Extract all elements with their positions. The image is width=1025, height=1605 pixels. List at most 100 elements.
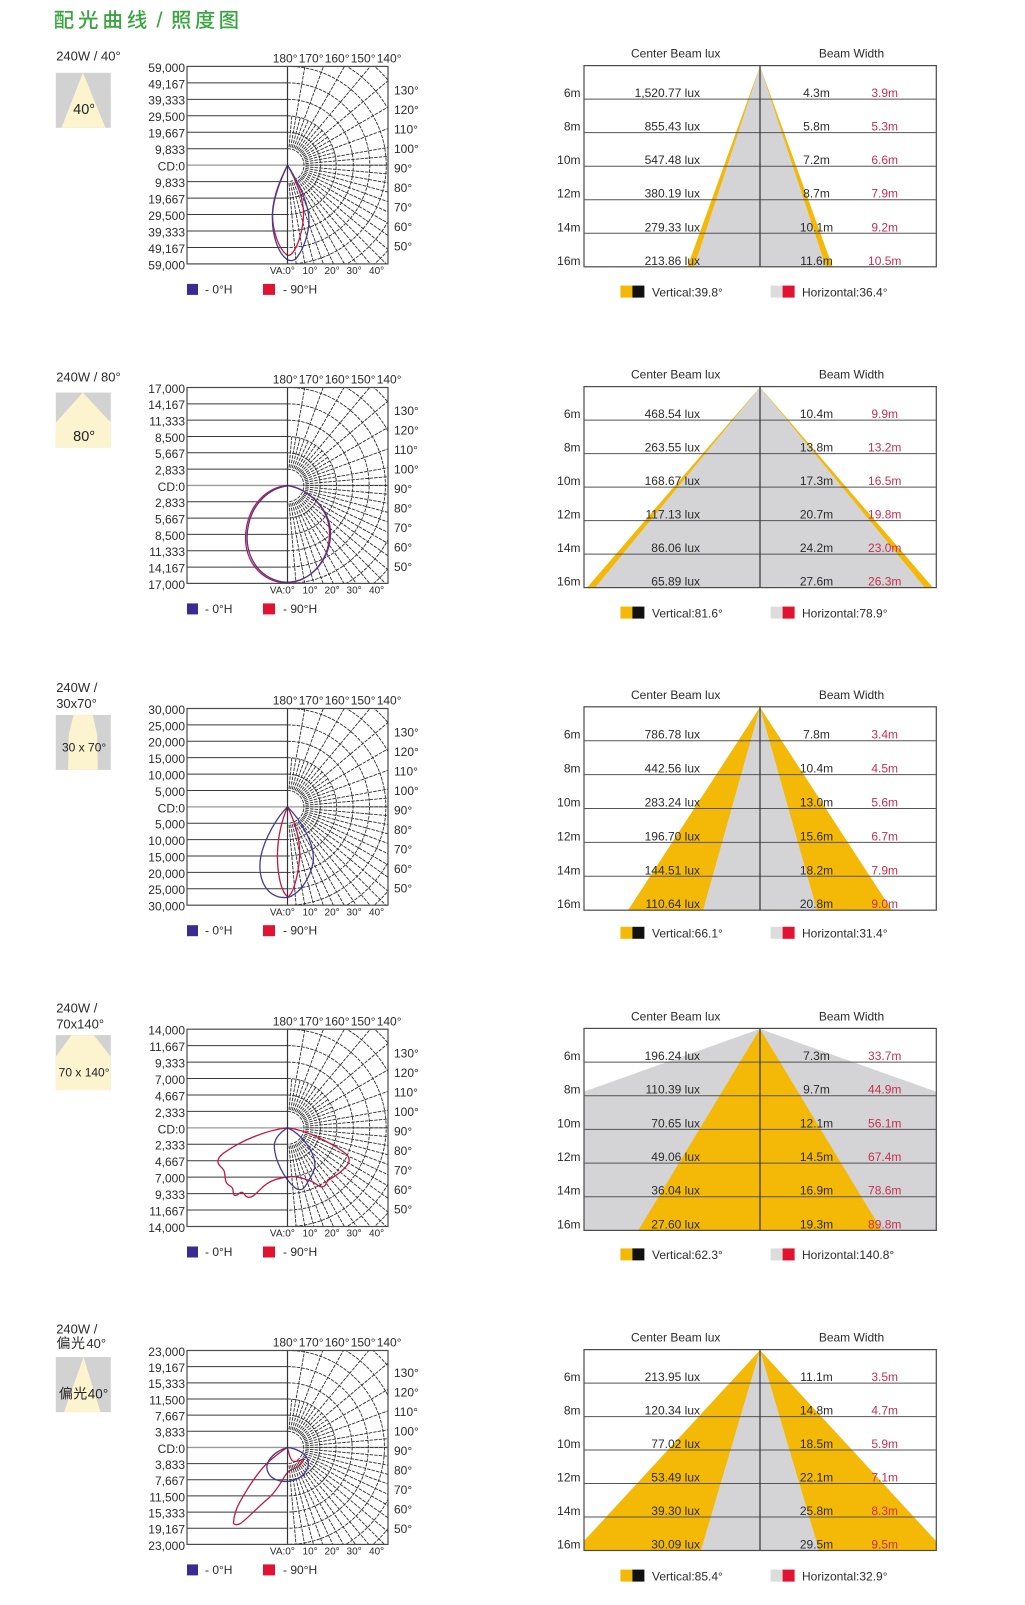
svg-text:30°: 30°	[347, 907, 362, 918]
svg-text:180°: 180°	[273, 694, 298, 708]
svg-text:240W /: 240W /	[56, 1322, 98, 1337]
svg-text:120°: 120°	[394, 745, 419, 759]
svg-text:- 90°H: - 90°H	[283, 282, 317, 296]
svg-text:180°: 180°	[273, 1336, 298, 1350]
svg-text:Horizontal:78.9°: Horizontal:78.9°	[802, 606, 888, 620]
svg-text:30,000: 30,000	[148, 703, 185, 717]
svg-text:16.5m: 16.5m	[868, 474, 901, 488]
svg-text:16m: 16m	[557, 897, 580, 911]
svg-text:VA:0°: VA:0°	[270, 266, 295, 277]
svg-text:Center Beam lux: Center Beam lux	[631, 47, 720, 61]
svg-text:6m: 6m	[564, 1049, 581, 1063]
svg-text:5.9m: 5.9m	[871, 1437, 898, 1451]
svg-text:VA:0°: VA:0°	[270, 907, 295, 918]
svg-text:240W /: 240W /	[56, 1001, 98, 1016]
svg-text:160°: 160°	[325, 694, 350, 708]
svg-text:20.7m: 20.7m	[800, 508, 833, 522]
svg-text:8m: 8m	[564, 762, 581, 776]
svg-text:Horizontal:31.4°: Horizontal:31.4°	[802, 927, 888, 941]
svg-text:2,333: 2,333	[155, 1139, 185, 1153]
svg-text:160°: 160°	[325, 1014, 350, 1028]
svg-text:25,000: 25,000	[148, 883, 185, 897]
svg-text:89.8m: 89.8m	[868, 1217, 901, 1231]
svg-text:3,833: 3,833	[155, 1458, 185, 1472]
svg-text:130°: 130°	[394, 725, 419, 739]
svg-text:50°: 50°	[394, 560, 412, 574]
svg-text:6m: 6m	[564, 728, 581, 742]
svg-text:2,833: 2,833	[155, 464, 185, 478]
svg-text:33.7m: 33.7m	[868, 1049, 901, 1063]
svg-text:380.19 lux: 380.19 lux	[645, 187, 700, 201]
svg-text:49.06 lux: 49.06 lux	[651, 1150, 700, 1164]
svg-text:70°: 70°	[394, 842, 412, 856]
svg-text:7,667: 7,667	[155, 1410, 185, 1424]
svg-text:Vertical:81.6°: Vertical:81.6°	[652, 606, 723, 620]
svg-text:14m: 14m	[557, 1504, 580, 1518]
svg-text:12m: 12m	[557, 508, 580, 522]
svg-text:10.4m: 10.4m	[800, 762, 833, 776]
svg-text:29,500: 29,500	[148, 110, 185, 124]
svg-text:283.24 lux: 283.24 lux	[645, 796, 700, 810]
svg-text:9.9m: 9.9m	[871, 407, 898, 421]
svg-text:7,000: 7,000	[155, 1073, 185, 1087]
svg-text:110°: 110°	[394, 123, 418, 137]
svg-text:20°: 20°	[325, 266, 340, 277]
svg-text:240W / 40°: 240W / 40°	[56, 49, 120, 64]
svg-text:196.70 lux: 196.70 lux	[645, 829, 700, 843]
svg-text:39.30 lux: 39.30 lux	[651, 1504, 700, 1518]
svg-text:150°: 150°	[351, 52, 376, 66]
svg-text:7.9m: 7.9m	[871, 863, 898, 877]
svg-text:77.02 lux: 77.02 lux	[651, 1437, 700, 1451]
svg-text:CD:0: CD:0	[158, 1442, 186, 1456]
svg-text:40°: 40°	[73, 102, 95, 118]
svg-text:80°: 80°	[73, 429, 95, 445]
svg-text:29,500: 29,500	[148, 209, 185, 223]
svg-text:56.1m: 56.1m	[868, 1116, 901, 1130]
svg-text:14.5m: 14.5m	[800, 1150, 833, 1164]
svg-text:2,333: 2,333	[155, 1106, 185, 1120]
svg-text:7,000: 7,000	[155, 1172, 185, 1186]
svg-text:40°: 40°	[369, 266, 384, 277]
svg-text:12m: 12m	[557, 1471, 580, 1485]
svg-text:- 0°H: - 0°H	[205, 1245, 232, 1259]
svg-text:Horizontal:36.4°: Horizontal:36.4°	[802, 285, 888, 299]
svg-text:10,000: 10,000	[148, 834, 185, 848]
svg-text:VA:0°: VA:0°	[270, 586, 295, 597]
svg-text:160°: 160°	[325, 52, 350, 66]
svg-text:70.65 lux: 70.65 lux	[651, 1116, 700, 1130]
svg-text:140°: 140°	[377, 1014, 402, 1028]
svg-text:Center Beam lux: Center Beam lux	[631, 688, 720, 702]
svg-text:4.3m: 4.3m	[803, 86, 830, 100]
svg-text:2,833: 2,833	[155, 496, 185, 510]
svg-text:- 0°H: - 0°H	[205, 282, 232, 296]
svg-text:196.24 lux: 196.24 lux	[645, 1049, 700, 1063]
svg-text:150°: 150°	[351, 694, 376, 708]
svg-text:70°: 70°	[394, 201, 412, 215]
svg-text:39,333: 39,333	[148, 94, 185, 108]
svg-text:14.8m: 14.8m	[800, 1404, 833, 1418]
svg-text:3.4m: 3.4m	[871, 728, 898, 742]
svg-text:170°: 170°	[299, 373, 324, 387]
svg-text:27.6m: 27.6m	[800, 575, 833, 589]
svg-text:263.55 lux: 263.55 lux	[645, 441, 700, 455]
svg-text:12m: 12m	[557, 1150, 580, 1164]
svg-text:19.3m: 19.3m	[800, 1217, 833, 1231]
svg-text:120°: 120°	[394, 103, 419, 117]
svg-text:10°: 10°	[303, 1229, 318, 1240]
svg-text:6m: 6m	[564, 86, 581, 100]
svg-text:7,667: 7,667	[155, 1474, 185, 1488]
svg-text:9.7m: 9.7m	[803, 1083, 830, 1097]
svg-text:80°: 80°	[394, 1463, 412, 1477]
svg-text:10.5m: 10.5m	[868, 254, 901, 268]
svg-text:9,833: 9,833	[155, 143, 185, 157]
svg-text:20,000: 20,000	[148, 867, 185, 881]
svg-text:15,333: 15,333	[148, 1377, 185, 1391]
svg-text:11,667: 11,667	[149, 1040, 185, 1054]
svg-text:140°: 140°	[377, 373, 402, 387]
svg-text:110°: 110°	[394, 1085, 418, 1099]
svg-text:140°: 140°	[377, 694, 402, 708]
svg-text:19.8m: 19.8m	[868, 508, 901, 522]
svg-text:100°: 100°	[394, 142, 419, 156]
svg-text:Vertical:66.1°: Vertical:66.1°	[652, 927, 723, 941]
svg-text:14,167: 14,167	[148, 398, 185, 412]
